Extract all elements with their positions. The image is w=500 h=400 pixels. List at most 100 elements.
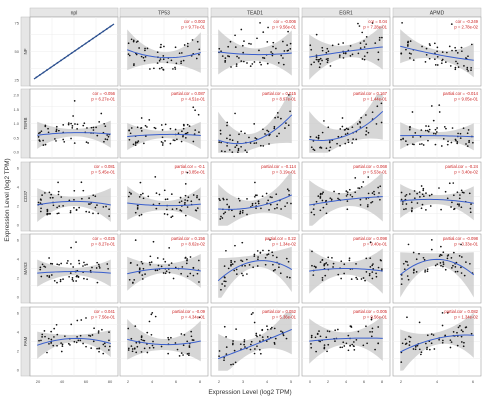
data-point xyxy=(426,346,428,349)
data-point xyxy=(358,187,361,190)
data-point xyxy=(315,56,318,59)
data-point xyxy=(223,276,226,278)
data-point xyxy=(365,35,368,38)
data-point xyxy=(371,327,374,330)
data-point xyxy=(146,351,149,354)
data-point xyxy=(361,58,364,60)
data-point xyxy=(187,196,190,199)
data-point xyxy=(128,278,131,281)
correlation-annotation: partial.cor = -0.24 xyxy=(445,164,478,169)
data-point xyxy=(186,171,189,174)
data-point xyxy=(149,68,151,70)
data-point xyxy=(96,134,99,137)
data-point xyxy=(231,151,234,154)
data-point xyxy=(251,204,254,207)
data-point xyxy=(134,325,137,328)
data-point xyxy=(318,58,321,61)
data-point xyxy=(369,266,372,268)
data-point xyxy=(161,136,164,139)
data-point xyxy=(259,334,261,337)
data-point xyxy=(219,199,221,202)
data-point xyxy=(401,342,404,345)
data-point xyxy=(266,336,269,338)
data-point xyxy=(74,123,76,125)
data-point xyxy=(420,353,422,356)
correlation-annotation: p = 1.34e-02 xyxy=(272,242,296,247)
data-point xyxy=(266,325,268,327)
data-point xyxy=(182,354,184,356)
data-point xyxy=(315,136,318,139)
data-point xyxy=(56,206,58,209)
data-point xyxy=(351,343,354,346)
data-point xyxy=(450,206,452,208)
data-point xyxy=(371,200,374,203)
data-point xyxy=(257,258,259,261)
data-point xyxy=(186,199,189,202)
data-point xyxy=(77,339,80,342)
data-point xyxy=(148,320,151,323)
data-point xyxy=(129,132,132,135)
data-point xyxy=(138,267,141,270)
y-tick-label: 4 xyxy=(17,330,20,335)
data-point xyxy=(238,133,240,136)
data-point xyxy=(433,348,436,350)
row-label: PAM xyxy=(23,337,28,347)
data-point xyxy=(233,349,236,352)
y-tick-label: 0.0 xyxy=(13,150,19,155)
data-point xyxy=(321,59,323,62)
data-point xyxy=(371,271,374,273)
data-point xyxy=(434,143,437,146)
correlation-annotation: cor = 0.081 xyxy=(94,164,116,169)
data-point xyxy=(153,126,156,129)
data-point xyxy=(97,263,100,266)
data-point xyxy=(259,340,261,343)
data-point xyxy=(347,349,350,352)
data-point xyxy=(61,343,64,346)
data-point xyxy=(89,335,92,337)
data-point xyxy=(378,192,380,194)
data-point xyxy=(163,189,166,192)
data-point xyxy=(441,311,444,314)
data-point xyxy=(255,207,257,210)
data-point xyxy=(156,257,159,259)
data-point xyxy=(172,139,175,141)
data-point xyxy=(263,57,266,59)
data-point xyxy=(142,267,145,270)
data-point xyxy=(241,272,243,275)
data-point xyxy=(232,342,234,345)
fit-line xyxy=(309,46,383,58)
data-point xyxy=(92,126,95,129)
data-point xyxy=(222,197,224,200)
data-point xyxy=(44,124,47,127)
data-point xyxy=(441,324,444,327)
data-point xyxy=(327,343,330,346)
data-point xyxy=(189,272,192,275)
data-point xyxy=(104,138,107,140)
data-point xyxy=(90,347,93,349)
data-point xyxy=(102,352,105,355)
correlation-annotation: p = 4.34e-01 xyxy=(181,315,205,320)
data-point xyxy=(182,59,185,62)
data-point xyxy=(352,345,355,347)
correlation-annotation: partial.cor = 0.156 xyxy=(171,236,205,241)
data-point xyxy=(319,335,322,338)
confidence-band xyxy=(127,121,201,151)
data-point xyxy=(440,208,442,211)
data-point xyxy=(370,317,373,319)
confidence-band xyxy=(400,29,474,78)
data-point xyxy=(78,206,80,209)
data-point xyxy=(346,200,349,203)
data-point xyxy=(143,142,145,145)
correlation-annotation: p = 7.56e-01 xyxy=(91,315,115,320)
data-point xyxy=(467,70,469,72)
data-point xyxy=(243,40,245,42)
data-point xyxy=(170,59,173,62)
data-point xyxy=(47,131,50,134)
data-point xyxy=(167,338,170,341)
data-point xyxy=(70,323,73,326)
data-point xyxy=(197,259,200,262)
data-point xyxy=(406,275,409,277)
data-point xyxy=(349,45,352,47)
